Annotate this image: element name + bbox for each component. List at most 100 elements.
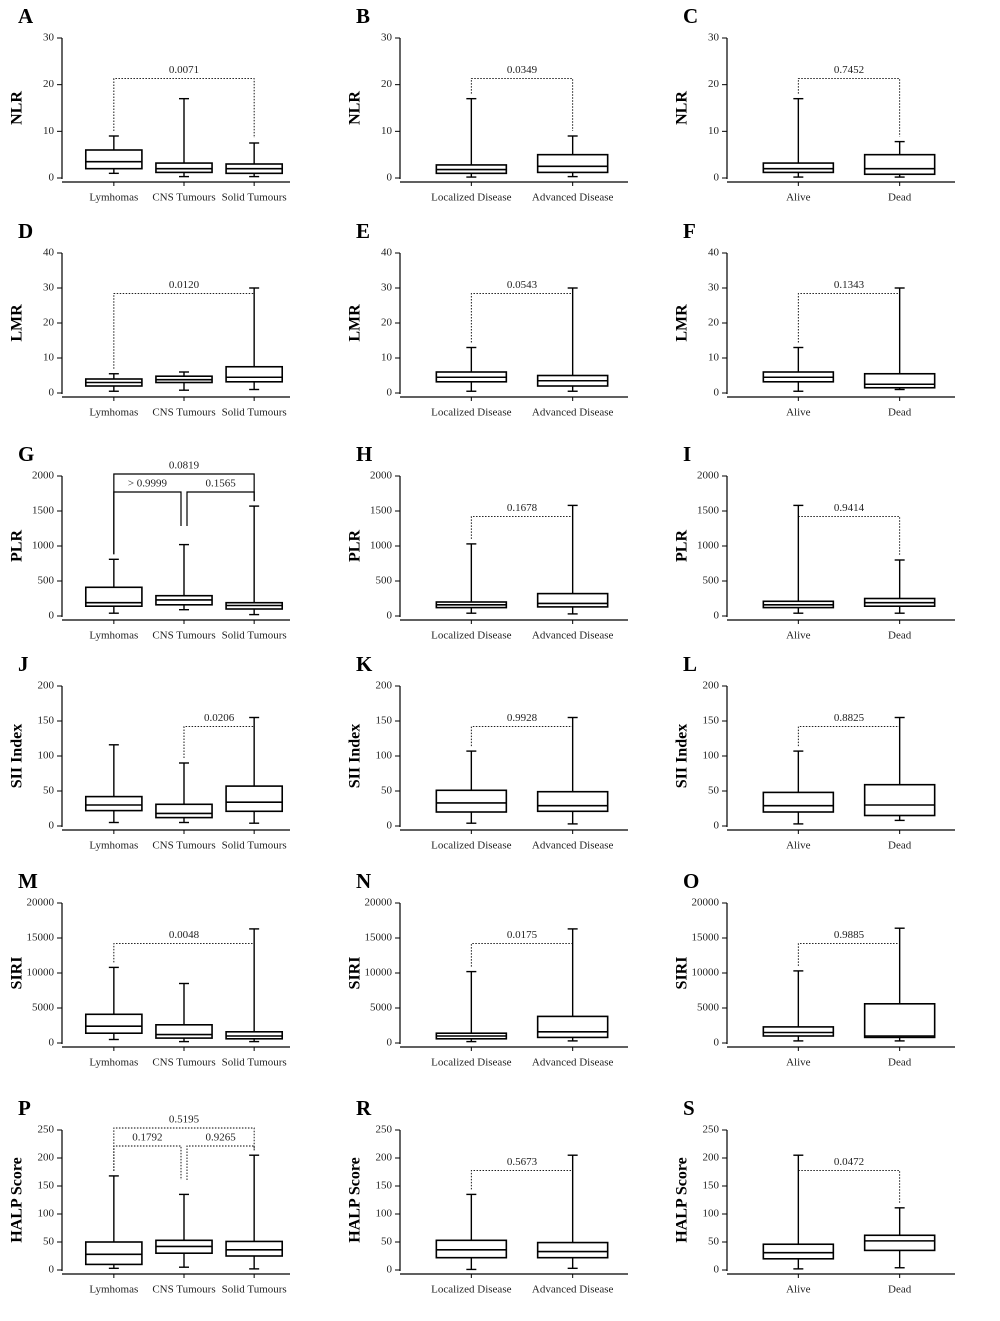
significance-bracket (470, 726, 573, 747)
y-tick-label: 0 (387, 387, 393, 399)
box (762, 1243, 835, 1260)
y-tick-label: 20 (43, 317, 55, 329)
y-tick-label: 250 (38, 1124, 55, 1136)
y-tick-label: 20 (708, 78, 720, 90)
y-tick-label: 10000 (27, 967, 55, 979)
panel-letter: I (683, 442, 691, 466)
y-tick-label: 10000 (692, 967, 720, 979)
y-axis-label: SII Index (347, 724, 364, 788)
x-tick-label: Dead (888, 192, 912, 204)
p-value: 0.5673 (507, 1156, 538, 1168)
y-tick-label: 30 (381, 32, 393, 44)
y-tick-label: 0 (387, 1037, 393, 1049)
y-tick-label: 200 (376, 680, 393, 692)
y-axis-label: HALP Score (347, 1157, 364, 1242)
y-tick-label: 10 (43, 352, 55, 364)
y-tick-label: 5000 (370, 1002, 393, 1014)
y-tick-label: 20000 (692, 897, 720, 909)
x-tick-label: Alive (786, 630, 811, 642)
x-tick-label: Dead (888, 407, 912, 419)
p-value: 0.0472 (834, 1156, 864, 1168)
y-tick-label: 150 (376, 1180, 393, 1192)
box (435, 1239, 508, 1259)
box (155, 1024, 213, 1039)
y-tick-label: 10 (708, 352, 720, 364)
y-tick-label: 500 (376, 575, 393, 587)
y-tick-label: 0 (387, 172, 393, 184)
x-tick-label: Solid Tumours (222, 1057, 287, 1069)
y-axis-label: NLR (9, 91, 26, 125)
y-tick-label: 2000 (32, 470, 55, 482)
panel-letter: B (356, 4, 370, 28)
x-tick-label: Alive (786, 1057, 811, 1069)
box (762, 1026, 835, 1037)
y-tick-label: 150 (703, 1180, 720, 1192)
significance-bracket (113, 78, 255, 138)
y-tick-label: 30 (43, 32, 55, 44)
x-tick-label: Alive (786, 1284, 811, 1296)
box (762, 791, 835, 813)
y-tick-label: 1500 (32, 505, 55, 517)
y-tick-label: 50 (708, 785, 720, 797)
box (84, 1013, 143, 1034)
p-value: 0.9414 (834, 502, 865, 514)
y-tick-label: 500 (703, 575, 720, 587)
x-tick-label: Advanced Disease (532, 630, 614, 642)
y-tick-label: 0 (387, 610, 393, 622)
y-tick-label: 20 (708, 317, 720, 329)
x-tick-label: CNS Tumours (152, 1284, 215, 1296)
y-tick-label: 0 (714, 610, 720, 622)
p-value: 0.0349 (507, 64, 538, 76)
x-tick-label: Alive (786, 192, 811, 204)
significance-bracket (186, 491, 255, 526)
p-value: 0.9928 (507, 712, 538, 724)
significance-bracket (798, 1170, 901, 1203)
y-tick-label: 50 (708, 1236, 720, 1248)
y-tick-label: 500 (38, 575, 55, 587)
x-tick-label: Localized Disease (431, 407, 511, 419)
box (84, 795, 143, 812)
panel-letter: P (18, 1096, 31, 1120)
box (155, 803, 213, 819)
x-tick-label: Solid Tumours (222, 192, 287, 204)
x-tick-label: Advanced Disease (532, 407, 614, 419)
x-tick-label: Dead (888, 1057, 912, 1069)
box (536, 153, 609, 174)
panel-letter: R (356, 1096, 372, 1120)
y-tick-label: 1000 (32, 540, 55, 552)
p-value: 0.9265 (205, 1132, 236, 1144)
y-tick-label: 15000 (692, 932, 720, 944)
y-tick-label: 15000 (27, 932, 55, 944)
y-tick-label: 0 (387, 820, 393, 832)
p-value: 0.5195 (169, 1114, 200, 1126)
panel-letter: L (683, 652, 697, 676)
y-tick-label: 100 (703, 750, 720, 762)
y-tick-label: 0 (387, 1264, 393, 1276)
y-axis-label: PLR (9, 530, 26, 562)
p-value: 0.9885 (834, 929, 865, 941)
y-tick-label: 150 (703, 715, 720, 727)
significance-bracket (797, 78, 901, 137)
significance-bracket (183, 726, 255, 758)
y-axis-label: NLR (674, 91, 691, 125)
box (863, 1002, 936, 1039)
p-value: 0.0071 (169, 64, 199, 76)
y-tick-label: 30 (381, 282, 393, 294)
y-tick-label: 0 (49, 1264, 55, 1276)
panel-letter: D (18, 219, 33, 243)
x-tick-label: CNS Tumours (152, 192, 215, 204)
p-value: > 0.9999 (128, 478, 168, 490)
y-tick-label: 250 (703, 1124, 720, 1136)
y-tick-label: 0 (714, 1037, 720, 1049)
box (84, 1241, 143, 1266)
y-tick-label: 2000 (370, 470, 393, 482)
significance-bracket (470, 943, 573, 967)
p-value: 0.0543 (507, 279, 538, 291)
box (84, 586, 143, 607)
y-axis-label: HALP Score (674, 1157, 691, 1242)
y-tick-label: 0 (49, 1037, 55, 1049)
y-axis-label: LMR (347, 304, 364, 342)
panel-letter: H (356, 442, 372, 466)
y-tick-label: 10 (381, 125, 393, 137)
